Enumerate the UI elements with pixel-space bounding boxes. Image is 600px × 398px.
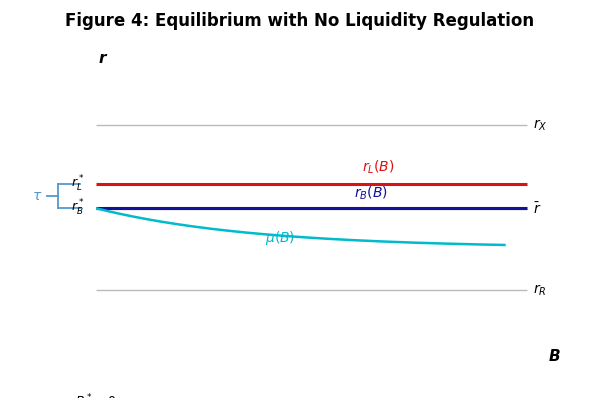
Text: B: B bbox=[549, 349, 560, 364]
Text: $\bar{r}$: $\bar{r}$ bbox=[533, 201, 542, 217]
Text: $\tau$: $\tau$ bbox=[32, 189, 43, 203]
Text: $\mu(B)$: $\mu(B)$ bbox=[265, 229, 295, 248]
Text: $r_X$: $r_X$ bbox=[533, 118, 548, 133]
Text: $r_R$: $r_R$ bbox=[533, 282, 547, 298]
Text: $r_B(B)$: $r_B(B)$ bbox=[353, 185, 388, 202]
Text: $r_L(B)$: $r_L(B)$ bbox=[362, 158, 395, 176]
Text: $r^*_L$: $r^*_L$ bbox=[71, 174, 85, 194]
Text: Figure 4: Equilibrium with No Liquidity Regulation: Figure 4: Equilibrium with No Liquidity … bbox=[65, 12, 535, 30]
Text: $B^* = 0$: $B^* = 0$ bbox=[75, 392, 117, 398]
Text: r: r bbox=[99, 51, 106, 66]
Text: $r^*_B$: $r^*_B$ bbox=[71, 197, 85, 218]
